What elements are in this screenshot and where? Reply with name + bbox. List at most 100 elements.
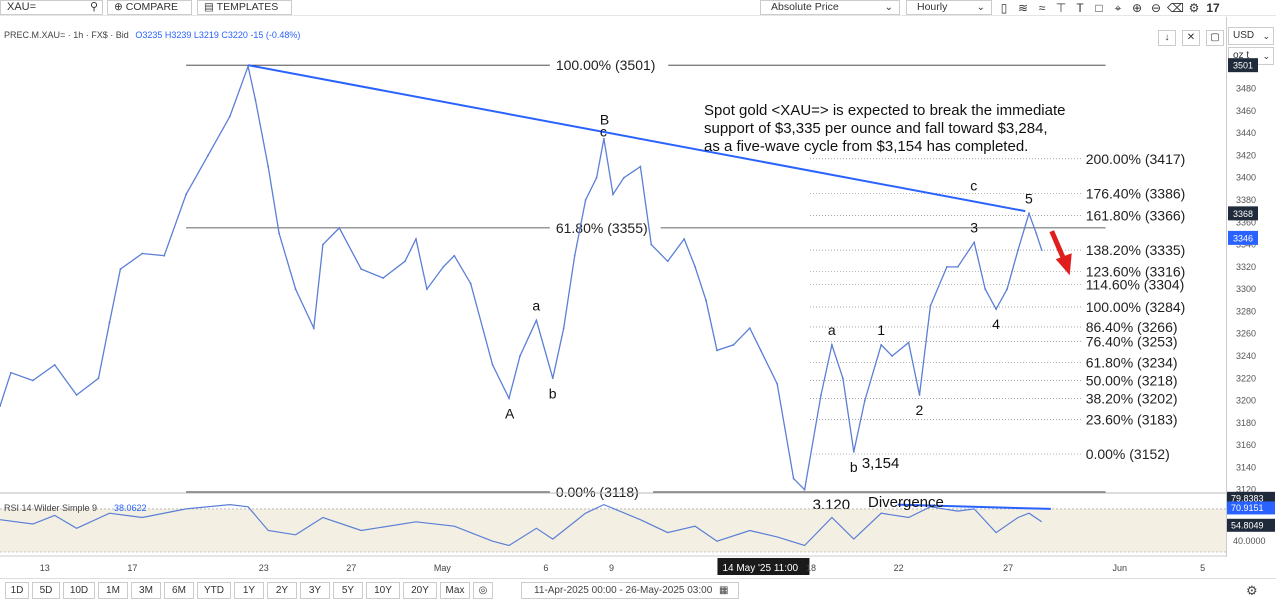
symbol-search-input[interactable]: XAU= ⚲ [0, 0, 103, 15]
range-button-1d[interactable]: 1D [5, 582, 29, 599]
range-button-3y[interactable]: 3Y [300, 582, 330, 599]
range-button-2y[interactable]: 2Y [267, 582, 297, 599]
range-button-20y[interactable]: 20Y [403, 582, 437, 599]
shapes-icon[interactable]: □ [1095, 0, 1103, 15]
crosshair-icon[interactable]: ⊤ [1055, 0, 1067, 15]
maximize-icon[interactable]: ▢ [1206, 30, 1224, 46]
price-point [360, 268, 363, 270]
price-tag [1228, 230, 1258, 245]
candles-icon[interactable]: ▯ [1000, 0, 1008, 15]
range-button-6m[interactable]: 6M [164, 582, 194, 599]
price-point [792, 477, 795, 480]
range-button-1y[interactable]: 1Y [234, 582, 264, 599]
y-tick-label: 3400 [1236, 173, 1256, 183]
settings-icon[interactable]: ⚙ [1188, 0, 1200, 15]
interval-value: Hourly [917, 1, 948, 13]
rsi-band [0, 508, 1226, 552]
date-range-picker[interactable]: 11-Apr-2025 00:00 - 26-May-2025 03:00 ▦ [521, 582, 739, 599]
zoom-in-icon[interactable]: ⊕ [1131, 0, 1143, 15]
x-tick-label: 22 [894, 563, 904, 573]
range-button-5d[interactable]: 5D [32, 582, 60, 599]
price-point [573, 254, 576, 257]
price-point [584, 199, 587, 201]
interval-select[interactable]: Hourly ⌄ [906, 0, 992, 15]
wave-label: a [828, 322, 836, 338]
fib-extension-label: 138.20% (3335) [1086, 242, 1186, 258]
divergence-line [897, 503, 1051, 510]
price-point [53, 364, 56, 366]
price-point [880, 343, 883, 346]
y-tick-label: 3480 [1236, 84, 1256, 94]
range-button-10y[interactable]: 10Y [366, 582, 400, 599]
price-point [119, 268, 122, 270]
price-point [254, 98, 257, 101]
range-button-5y[interactable]: 5Y [333, 582, 363, 599]
price-point [163, 254, 166, 257]
symbol-text: XAU= [7, 1, 37, 13]
price-point [562, 327, 565, 330]
price-point [595, 176, 598, 179]
fib-extension-label: 38.20% (3202) [1086, 390, 1178, 406]
price-point [984, 288, 987, 291]
price-type-value: Absolute Price [771, 1, 839, 13]
x-tick-label: 23 [259, 563, 269, 573]
settings-icon[interactable]: ⚙ [1246, 583, 1258, 598]
rsi-tick-label: 40.0000 [1233, 536, 1266, 546]
x-tick-label: 6 [543, 563, 548, 573]
fib-extension-label: 114.60% (3304) [1086, 277, 1185, 293]
price-point [0, 405, 1, 408]
zoom-out-icon[interactable]: ⊖ [1150, 0, 1162, 15]
price-point [75, 394, 78, 396]
price-point [267, 165, 270, 168]
range-button-ytd[interactable]: YTD [197, 582, 231, 599]
currency-select[interactable]: USD ⌄ [1228, 27, 1274, 45]
range-button-3m[interactable]: 3M [131, 582, 161, 599]
y-tick-label: 3240 [1236, 351, 1256, 361]
price-point [803, 488, 806, 491]
price-point [650, 243, 653, 246]
chart-type-icon[interactable]: ◎ [473, 582, 493, 599]
compare-button[interactable]: ⊕ COMPARE [107, 0, 192, 15]
plus-icon: ⊕ [114, 1, 123, 13]
arrow-shaft [1049, 230, 1067, 261]
erase-icon[interactable]: ⌫ [1167, 0, 1184, 15]
search-icon[interactable]: ⚲ [89, 1, 98, 13]
fib-extension-label: 50.00% (3218) [1086, 373, 1178, 389]
range-button-10d[interactable]: 10D [63, 582, 95, 599]
x-tick-label: 13 [40, 563, 50, 573]
wave-label: b [549, 385, 557, 401]
red-down-arrow [1049, 230, 1072, 276]
x-tick-label: 14 May '25 11:00 [722, 563, 798, 574]
price-point [929, 304, 932, 307]
price-point [623, 176, 625, 179]
date-range-text: 11-Apr-2025 00:00 - 26-May-2025 03:00 [534, 585, 713, 596]
text-tool-icon[interactable]: T [1076, 0, 1084, 15]
price-point [1028, 212, 1030, 215]
range-button-max[interactable]: Max [440, 582, 470, 599]
top-toolbar: XAU= ⚲ ⊕ COMPARE ▤ TEMPLATES Absolute Pr… [0, 0, 1276, 16]
highlight-tick-bg [717, 558, 810, 575]
y-tick-label: 3420 [1236, 150, 1256, 160]
x-tick-label: 27 [346, 563, 356, 573]
price-type-select[interactable]: Absolute Price ⌄ [760, 0, 900, 15]
price-point [312, 327, 315, 330]
price-point [442, 265, 445, 268]
price-point [776, 382, 779, 385]
collapse-icon[interactable]: ✕ [1182, 30, 1200, 46]
x-tick-label: May [434, 563, 452, 573]
indicator-icon[interactable]: ≋ [1017, 0, 1029, 15]
wave-icon[interactable]: ≈ [1038, 0, 1046, 15]
price-point [207, 154, 209, 157]
price-point [602, 137, 605, 140]
templates-button[interactable]: ▤ TEMPLATES [197, 0, 292, 15]
measure-icon[interactable]: ⌖ [1114, 0, 1122, 15]
fib-extension-label: 61.80% (3234) [1086, 355, 1178, 371]
y-tick-label: 3180 [1236, 418, 1256, 428]
price-point [519, 355, 521, 357]
down-arrow-icon[interactable]: ↓ [1158, 30, 1176, 46]
wave-label: 3 [970, 219, 978, 235]
y-tick-label: 3300 [1236, 284, 1256, 294]
range-button-1m[interactable]: 1M [98, 582, 128, 599]
